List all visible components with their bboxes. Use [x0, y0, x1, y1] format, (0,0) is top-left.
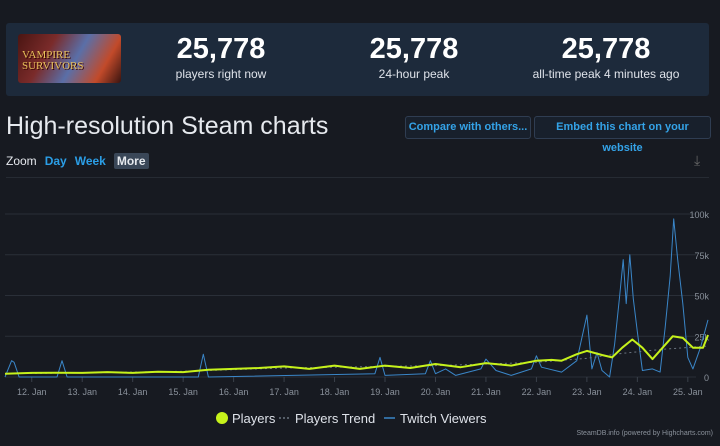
- legend-symbol-players: [216, 412, 228, 424]
- stat-label: 24-hour peak: [378, 67, 450, 81]
- stat-value: 25,778: [561, 33, 651, 65]
- zoom-week[interactable]: Week: [74, 154, 106, 168]
- page-title: High-resolution Steam charts: [6, 112, 329, 140]
- stat-value: 25,778: [369, 33, 459, 65]
- y-tick-label: 100k: [689, 210, 709, 220]
- x-tick-label: 15. Jan: [168, 387, 198, 397]
- x-tick-label: 17. Jan: [269, 387, 299, 397]
- legend-item-players-trend[interactable]: Players Trend: [295, 411, 375, 426]
- y-tick-label: 75k: [694, 251, 709, 261]
- game-logo[interactable]: VAMPIRE SURVIVORS: [18, 34, 121, 83]
- zoom-day[interactable]: Day: [44, 154, 67, 168]
- x-tick-label: 23. Jan: [572, 387, 602, 397]
- y-tick-label: 50k: [694, 292, 709, 302]
- stat-label: players right now: [175, 67, 267, 81]
- stat-players-now: 25,778 players right now: [121, 33, 321, 81]
- stats-panel: VAMPIRE SURVIVORS 25,778 players right n…: [6, 23, 709, 96]
- zoom-controls: Zoom Day Week More: [6, 153, 149, 169]
- y-tick-label: 0: [704, 373, 709, 383]
- divider: [6, 177, 709, 178]
- x-tick-label: 16. Jan: [219, 387, 249, 397]
- x-tick-label: 21. Jan: [471, 387, 501, 397]
- zoom-label: Zoom: [6, 154, 37, 168]
- legend-item-players[interactable]: Players: [232, 411, 276, 426]
- stat-24h-peak: 25,778 24-hour peak: [314, 33, 514, 81]
- embed-button[interactable]: Embed this chart on your website: [534, 116, 711, 154]
- series-line-players: [4, 334, 709, 375]
- legend-item-twitch-viewers[interactable]: Twitch Viewers: [400, 411, 487, 426]
- compare-button[interactable]: Compare with others...: [405, 116, 531, 139]
- series-line-players-trend: [4, 345, 709, 375]
- logo-text: VAMPIRE SURVIVORS: [22, 49, 84, 72]
- x-tick-label: 12. Jan: [17, 387, 47, 397]
- x-tick-label: 18. Jan: [320, 387, 350, 397]
- series-line-twitch-viewers: [4, 218, 709, 378]
- credit[interactable]: SteamDB.info (powered by Highcharts.com): [576, 430, 713, 437]
- stat-value: 25,778: [176, 33, 266, 65]
- x-tick-label: 14. Jan: [118, 387, 148, 397]
- x-tick-label: 22. Jan: [522, 387, 552, 397]
- x-tick-label: 20. Jan: [421, 387, 451, 397]
- y-tick-label: 25k: [694, 332, 709, 342]
- x-tick-label: 25. Jan: [673, 387, 703, 397]
- zoom-more[interactable]: More: [113, 153, 149, 169]
- stat-all-time-peak: 25,778 all-time peak 4 minutes ago: [506, 33, 706, 81]
- x-tick-label: 13. Jan: [67, 387, 97, 397]
- download-icon[interactable]: ⤓: [694, 152, 701, 168]
- stat-label: all-time peak 4 minutes ago: [532, 67, 680, 81]
- x-tick-label: 24. Jan: [623, 387, 653, 397]
- x-tick-label: 19. Jan: [370, 387, 400, 397]
